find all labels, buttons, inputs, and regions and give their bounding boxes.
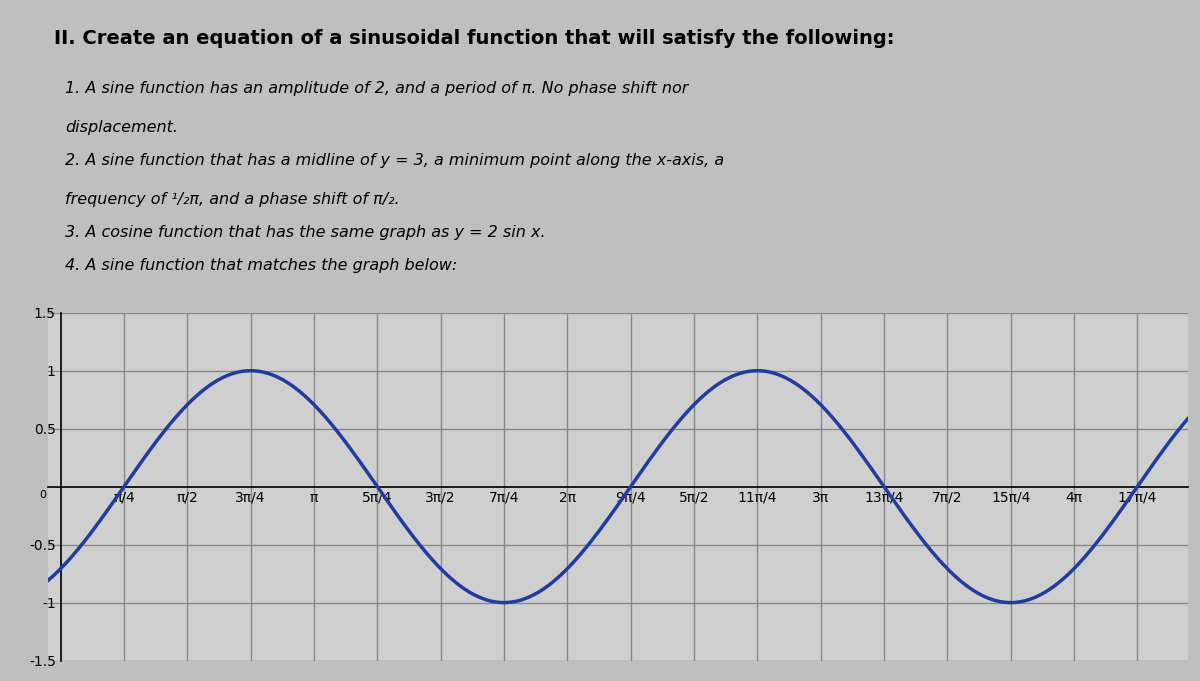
- Text: 1. A sine function has an amplitude of 2, and a period of π. No phase shift nor: 1. A sine function has an amplitude of 2…: [65, 81, 689, 96]
- Text: 3. A cosine function that has the same graph as y = 2 sin x.: 3. A cosine function that has the same g…: [65, 225, 546, 240]
- Text: II. Create an equation of a sinusoidal function that will satisfy the following:: II. Create an equation of a sinusoidal f…: [54, 29, 894, 48]
- Text: displacement.: displacement.: [65, 120, 178, 135]
- Text: frequency of ¹/₂π, and a phase shift of π/₂.: frequency of ¹/₂π, and a phase shift of …: [65, 192, 400, 207]
- Text: 0: 0: [40, 490, 47, 500]
- Text: 2. A sine function that has a midline of y = 3, a minimum point along the x-axis: 2. A sine function that has a midline of…: [65, 153, 725, 168]
- Text: 4. A sine function that matches the graph below:: 4. A sine function that matches the grap…: [65, 258, 457, 273]
